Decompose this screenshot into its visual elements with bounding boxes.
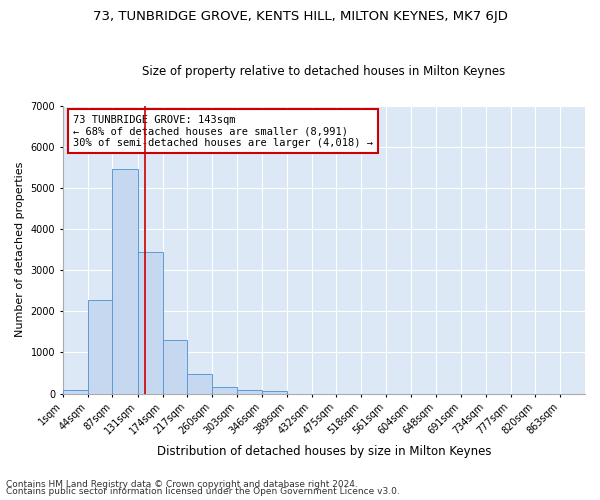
X-axis label: Distribution of detached houses by size in Milton Keynes: Distribution of detached houses by size … xyxy=(157,444,491,458)
Bar xyxy=(262,392,287,394)
Text: Contains public sector information licensed under the Open Government Licence v3: Contains public sector information licen… xyxy=(6,487,400,496)
Bar xyxy=(237,390,262,394)
Title: Size of property relative to detached houses in Milton Keynes: Size of property relative to detached ho… xyxy=(142,66,506,78)
Text: Contains HM Land Registry data © Crown copyright and database right 2024.: Contains HM Land Registry data © Crown c… xyxy=(6,480,358,489)
Bar xyxy=(88,300,112,394)
Bar xyxy=(187,374,212,394)
Bar xyxy=(163,340,187,394)
Bar xyxy=(212,387,237,394)
Bar xyxy=(112,169,138,394)
Text: 73 TUNBRIDGE GROVE: 143sqm
← 68% of detached houses are smaller (8,991)
30% of s: 73 TUNBRIDGE GROVE: 143sqm ← 68% of deta… xyxy=(73,114,373,148)
Bar xyxy=(138,252,163,394)
Y-axis label: Number of detached properties: Number of detached properties xyxy=(15,162,25,338)
Bar xyxy=(63,390,88,394)
Text: 73, TUNBRIDGE GROVE, KENTS HILL, MILTON KEYNES, MK7 6JD: 73, TUNBRIDGE GROVE, KENTS HILL, MILTON … xyxy=(92,10,508,23)
